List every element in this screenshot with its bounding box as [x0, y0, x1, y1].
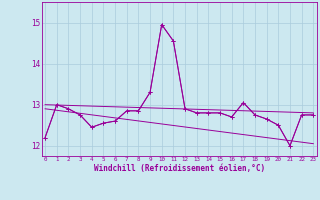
X-axis label: Windchill (Refroidissement éolien,°C): Windchill (Refroidissement éolien,°C)	[94, 164, 265, 173]
